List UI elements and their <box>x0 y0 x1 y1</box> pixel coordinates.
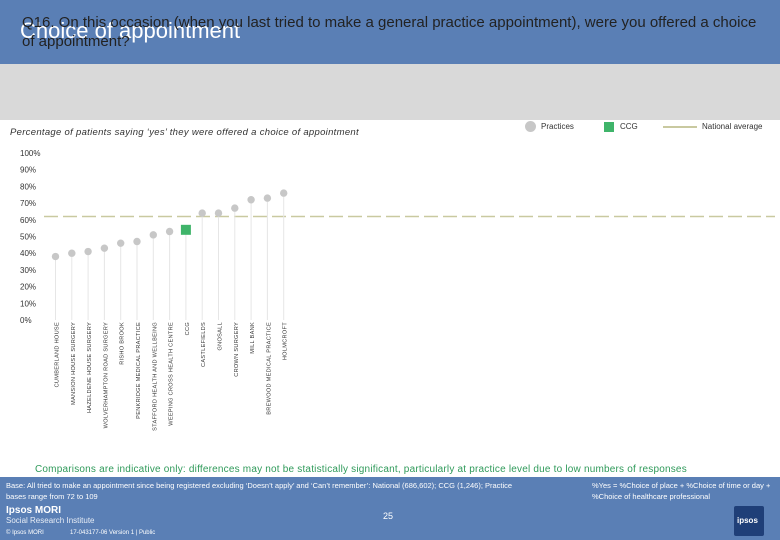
y-tick-label: 70% <box>20 199 36 208</box>
category-label: CUMBERLAND HOUSE <box>55 322 61 387</box>
category-label: MANSION HOUSE SURGERY <box>71 322 77 405</box>
category-label: PENKRIDGE MEDICAL PRACTICE <box>136 322 142 419</box>
job-number: 17-043177-06 Version 1 | Public <box>70 530 156 536</box>
y-tick-label: 0% <box>20 316 32 325</box>
category-label: BREWOOD MEDICAL PRACTICE <box>266 322 272 415</box>
chart: 0% 10% 20% 30% 40% 50% 60% 70% 80% 90% 100% CUMBERL… <box>20 149 775 431</box>
practice-marker <box>133 237 141 246</box>
legend-ccg-label: CCG <box>620 122 638 131</box>
legend-national-label: National average <box>702 122 763 131</box>
legend-national-marker <box>663 126 697 128</box>
ipsos-mori-logo: Ipsos MORI Social Research Institute <box>6 505 95 525</box>
y-tick-label: 20% <box>20 283 36 292</box>
y-tick-label: 40% <box>20 249 36 258</box>
base-text: Base: All tried to make an appointment s… <box>6 481 513 501</box>
category-label: HOLMCROFT <box>283 322 289 360</box>
practice-marker <box>149 231 157 239</box>
y-tick-label: 30% <box>20 266 36 275</box>
practice-marker <box>51 252 60 261</box>
category-label: RISHO BROOK <box>120 322 126 365</box>
practice-marker <box>117 239 125 247</box>
practice-marker <box>231 204 239 212</box>
y-tick-label: 100% <box>20 149 40 158</box>
logo-line2: Social Research Institute <box>6 516 95 525</box>
ipsos-logo-text: ipsos <box>737 516 758 525</box>
category-label: CROWN SURGERY <box>234 322 240 377</box>
y-tick-label: 10% <box>20 299 36 308</box>
legend-practices-label: Practices <box>541 122 574 131</box>
practice-marker <box>68 249 76 257</box>
category-label: CCG <box>185 322 191 335</box>
category-label: MILL BANK <box>250 322 256 354</box>
title-bar <box>0 0 780 64</box>
practice-marker <box>280 189 288 197</box>
practice-marker <box>214 209 223 217</box>
y-tick-label: 80% <box>20 182 36 191</box>
practice-marker <box>84 247 92 256</box>
yes-definition-note: %Yes = %Choice of place + %Choice of tim… <box>592 481 771 501</box>
category-label: CASTLEFIELDS <box>201 322 207 367</box>
legend-ccg-marker <box>604 122 614 132</box>
copyright: © Ipsos MORI <box>6 530 44 536</box>
y-tick-label: 60% <box>20 216 36 225</box>
category-label: HAZELDENE HOUSE SURGERY <box>87 322 93 413</box>
category-label: WEEPING CROSS HEALTH CENTRE <box>169 322 175 426</box>
logo-line1: Ipsos MORI <box>6 505 62 516</box>
page-title: Choice of appointment <box>20 18 241 43</box>
category-label: WOLVERHAMPTON ROAD SURGERY <box>103 322 109 428</box>
y-tick-label: 90% <box>20 166 36 175</box>
category-label: GNOSALL <box>218 322 224 351</box>
y-tick-label: 50% <box>20 233 36 242</box>
question-band <box>0 64 780 120</box>
question-text: Q16. On this occasion (when you last tri… <box>22 14 757 50</box>
practice-marker <box>263 194 272 202</box>
practice-marker <box>165 227 174 236</box>
ccg-marker <box>180 224 191 235</box>
ipsos-logo-icon: ipsos <box>734 506 764 536</box>
practice-marker <box>100 244 109 252</box>
page-number: 25 <box>383 511 394 521</box>
legend-practices-marker <box>525 121 536 132</box>
category-label: STAFFORD HEALTH AND WELLBEING <box>152 322 158 431</box>
practice-marker <box>247 196 255 204</box>
caveat-text: Comparisons are indicative only: differe… <box>35 464 687 475</box>
practice-marker <box>198 209 206 217</box>
chart-subtitle: Percentage of patients saying ‘yes’ they… <box>10 127 359 138</box>
footer-band <box>0 477 780 540</box>
